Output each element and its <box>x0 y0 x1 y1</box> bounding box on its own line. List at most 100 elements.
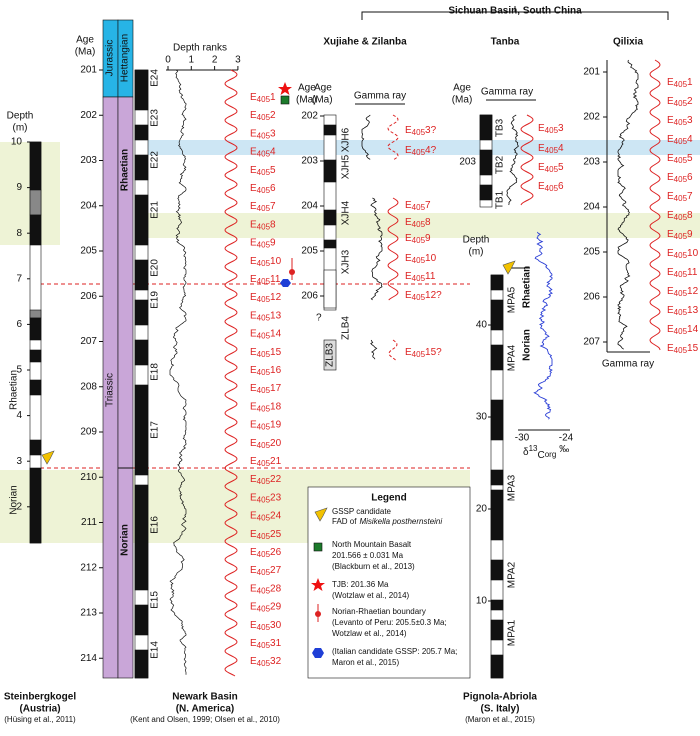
tick-label: 6 <box>16 319 22 330</box>
cycle-label: E4051 <box>250 92 276 104</box>
cycle-label: E40524 <box>250 510 282 522</box>
bed <box>29 189 42 216</box>
pin-marker <box>315 611 321 617</box>
cycle-number: 19 <box>270 419 282 430</box>
tick-label: 10 <box>476 596 488 607</box>
cycle-number: 3 <box>558 123 564 134</box>
cycle-label: E4051 <box>667 77 693 89</box>
gamma-curve <box>617 59 639 350</box>
cycle-number: 12 <box>270 292 282 303</box>
cycle-base: E <box>667 115 674 126</box>
cycle-sub: 405 <box>257 132 271 141</box>
cycle-curve <box>224 69 238 677</box>
cycle-number: 2 <box>270 110 276 121</box>
vertical-label: MPA2 <box>507 561 518 588</box>
cycle-sub: 405 <box>257 295 271 304</box>
vertical-label: E21 <box>150 201 161 219</box>
cycle-sub: 405 <box>412 274 426 283</box>
cycle-number: 8 <box>687 210 693 221</box>
cycle-label: E40512 <box>250 292 282 304</box>
cycle-number: 7 <box>687 191 693 202</box>
cycle-sub: 405 <box>257 168 271 177</box>
legend-text: Norian-Rhaetian boundary <box>332 607 426 616</box>
bed <box>29 317 42 341</box>
label: (Kent and Olsen, 1999; Olsen et al., 201… <box>130 715 280 724</box>
cycle-base: E <box>250 310 257 321</box>
legend-text: (Levanto of Peru: 205.5±0.3 Ma; <box>332 618 447 627</box>
cycle-sub: 405 <box>257 368 271 377</box>
bed <box>29 309 42 319</box>
hex-marker <box>280 279 291 287</box>
cycle-number: 8 <box>425 217 431 228</box>
cycle-label: E40515? <box>405 347 442 359</box>
bed <box>29 141 42 191</box>
tick-label: 5 <box>16 365 22 376</box>
cycle-label: E40515 <box>667 343 699 355</box>
tick-label: 203 <box>301 156 318 167</box>
cycle-number: 14 <box>687 324 699 335</box>
cycle-sub: 405 <box>257 259 271 268</box>
tick-label: 203 <box>583 157 600 168</box>
square-marker <box>313 542 323 552</box>
cycle-sub: 405 <box>257 477 271 486</box>
cycle-base: E <box>250 565 257 576</box>
label: (Austria) <box>19 704 60 715</box>
tick-label: 207 <box>80 336 97 347</box>
cycle-number: 5 <box>270 164 276 175</box>
cycle-sub: 405 <box>674 99 688 108</box>
cycle-base: E <box>250 619 257 630</box>
cycle-number: 3 <box>687 115 693 126</box>
gamma-curve <box>506 114 519 206</box>
cycle-sub: 405 <box>674 327 688 336</box>
cycle-base: E <box>667 305 674 316</box>
chron-block <box>134 649 149 679</box>
label: (N. America) <box>176 704 235 715</box>
tick-label: 203 <box>459 157 476 168</box>
cycle-base: E <box>667 324 674 335</box>
label: Pignola-Abriola <box>463 692 537 703</box>
cycle-base: E <box>250 656 257 667</box>
tick-label: 205 <box>80 246 97 257</box>
cycle-number: 30 <box>270 619 282 630</box>
cycle-number: 9 <box>270 237 276 248</box>
cycle-number: 31 <box>270 638 282 649</box>
cycle-label: E40527 <box>250 565 282 577</box>
vertical-label: E18 <box>150 363 161 381</box>
gamma-curve <box>370 339 378 360</box>
tick-label: 4 <box>16 410 22 421</box>
cycle-sub: 405 <box>674 251 688 260</box>
legend-text: (Italian candidate GSSP: 205.7 Ma; <box>332 647 457 656</box>
cycle-label: E4059 <box>405 233 431 245</box>
cycle-base: E <box>667 267 674 278</box>
tick-label: 212 <box>80 562 97 573</box>
chron-block <box>134 299 149 326</box>
square-marker <box>280 95 290 105</box>
cycle-label: E40514 <box>250 328 282 340</box>
cycle-label: E40516 <box>250 365 282 377</box>
cycle-base: E <box>250 547 257 558</box>
vertical-label: E16 <box>150 516 161 534</box>
cycle-label: E4053 <box>667 115 693 127</box>
cycle-number: 15 <box>270 346 282 357</box>
gssp-marker <box>502 260 516 275</box>
cycle-label: E4054 <box>250 146 276 158</box>
cycle-label: E40523 <box>250 492 282 504</box>
label: Depth <box>463 235 490 246</box>
cycle-label: E40529 <box>250 601 282 613</box>
cycle-sub: 405 <box>412 350 426 359</box>
cycle-number: 11 <box>425 271 436 282</box>
cycle-sub: 405 <box>257 659 271 668</box>
tick-label: 206 <box>301 291 318 302</box>
bed <box>29 439 42 456</box>
tick-label: 204 <box>80 200 97 211</box>
bed <box>323 159 337 183</box>
label: Gamma ray <box>602 359 654 370</box>
cycle-label: E40512 <box>667 286 699 298</box>
cycle-number: 3 <box>270 128 276 139</box>
cycle-number: 7 <box>425 200 431 211</box>
bed <box>29 467 42 544</box>
vertical-label: TB3 <box>495 118 506 137</box>
cycle-sub: 405 <box>674 118 688 127</box>
label: (Maron et al., 2015) <box>465 715 535 724</box>
cycle-sub: 405 <box>257 113 271 122</box>
